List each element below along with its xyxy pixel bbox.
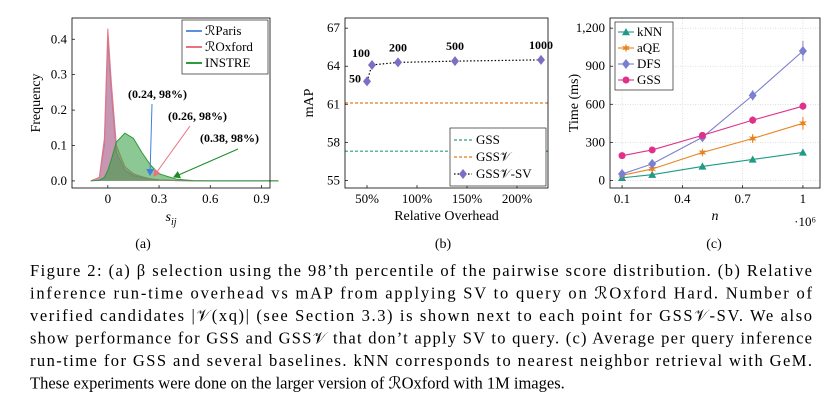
marker — [749, 116, 757, 124]
x-tick-label: 200% — [502, 191, 533, 206]
marker — [698, 131, 706, 139]
y-tick-label: 55 — [327, 172, 340, 187]
marker — [622, 43, 630, 53]
annotation: (0.38, 98%) — [200, 131, 259, 145]
caption-line: verified candidates |𝒱(xq)| (see Section… — [30, 306, 812, 325]
x-tick-label: 1 — [800, 191, 807, 206]
y-axis-label: Frequency — [29, 73, 44, 132]
y-tick-label: 0 — [599, 172, 606, 187]
x-axis-label: Relative Overhead — [394, 209, 499, 224]
marker — [368, 59, 376, 70]
marker — [798, 148, 807, 156]
y-tick-label: 300 — [586, 134, 606, 149]
marker — [748, 90, 757, 101]
y-tick-label: 0.1 — [51, 138, 67, 153]
x-multiplier: ·10⁶ — [794, 214, 816, 229]
caption-line: These experiments were done on the large… — [30, 374, 565, 393]
plot-frame — [71, 17, 271, 189]
x-axis-label-sub: ij — [171, 217, 177, 228]
legend-label: ℛParis — [205, 23, 241, 38]
panel-label: (a) — [135, 237, 151, 252]
x-axis-label: n — [712, 209, 719, 224]
y-axis-label: Time (ms) — [567, 74, 582, 133]
y-tick-label: 0.0 — [51, 173, 67, 188]
annotation-arrow — [146, 103, 155, 176]
legend-label: INSTRE — [205, 55, 251, 70]
x-tick-label: 0.3 — [151, 191, 167, 206]
caption-line: inference run-time overhead vs mAP from … — [30, 284, 813, 303]
x-tick-label: 0 — [105, 191, 112, 206]
legend-label: kNN — [637, 24, 663, 39]
y-tick-label: 0.3 — [51, 67, 67, 82]
marker — [622, 28, 630, 36]
y-tick-label: 1,200 — [576, 20, 605, 35]
marker — [618, 152, 626, 160]
point-label: 1000 — [529, 38, 553, 52]
annotation-arrow — [153, 125, 191, 177]
x-tick-label: 100% — [402, 191, 433, 206]
y-tick-label: 600 — [586, 96, 606, 111]
point-label: 200 — [389, 40, 407, 54]
annotation: (0.26, 98%) — [168, 109, 227, 123]
point-label: 100 — [352, 46, 370, 60]
panel-label: (c) — [706, 237, 722, 252]
marker — [648, 164, 657, 174]
y-tick-label: 58 — [327, 134, 340, 149]
caption-line: run-time for GSS and several baselines. … — [30, 351, 812, 370]
x-tick-label: 0.6 — [202, 191, 219, 206]
point-label: 500 — [446, 39, 464, 53]
x-tick-label: 0.9 — [253, 191, 269, 206]
y-tick-label: 64 — [327, 58, 341, 73]
panel-label: (b) — [435, 237, 452, 252]
x-tick-label: 50% — [355, 191, 379, 206]
marker — [698, 162, 707, 170]
marker — [363, 76, 371, 87]
marker — [537, 54, 545, 65]
caption-line: show performance for GSS and GSS𝒱 that d… — [30, 329, 812, 348]
legend-label: DFS — [637, 56, 661, 71]
legend-label: GSS𝒱-SV — [476, 166, 532, 181]
legend-label: ℛOxford — [205, 39, 253, 54]
marker — [648, 146, 656, 154]
legend-label: aQE — [637, 40, 660, 55]
marker — [798, 45, 807, 56]
y-tick-label: 61 — [327, 96, 340, 111]
marker — [799, 102, 807, 110]
y-axis-label: mAP — [302, 88, 317, 117]
x-axis-label: sij — [165, 210, 176, 228]
x-tick-label: 0.7 — [735, 191, 752, 206]
marker — [799, 118, 807, 128]
x-axis-label-main: s — [165, 210, 171, 225]
x-tick-label: 150% — [452, 191, 483, 206]
marker — [618, 169, 627, 180]
y-tick-label: 900 — [586, 58, 606, 73]
plot-frame — [609, 17, 821, 189]
legend-label: GSS𝒱 — [476, 149, 513, 164]
plot-frame — [344, 17, 549, 189]
annotation: (0.24, 98%) — [128, 87, 187, 101]
x-tick-label: 0.1 — [614, 191, 630, 206]
marker — [748, 134, 757, 144]
marker — [648, 158, 657, 169]
marker — [451, 56, 459, 67]
x-tick-label: 0.4 — [674, 191, 691, 206]
marker — [698, 147, 707, 157]
y-tick-label: 0.2 — [51, 102, 67, 117]
point-label: 50 — [349, 71, 361, 85]
density-area — [90, 132, 279, 182]
legend-label: GSS — [476, 132, 500, 147]
legend-label: GSS — [637, 72, 661, 87]
y-tick-label: 67 — [327, 20, 341, 35]
marker — [459, 169, 467, 179]
annotation-arrow — [173, 148, 239, 179]
marker — [748, 155, 757, 163]
y-tick-label: 0.4 — [51, 31, 68, 46]
marker — [622, 76, 630, 84]
marker — [622, 59, 630, 69]
marker — [394, 57, 402, 68]
caption-line: Figure 2: (a) β selection using the 98’t… — [30, 261, 812, 280]
marker — [648, 170, 657, 178]
